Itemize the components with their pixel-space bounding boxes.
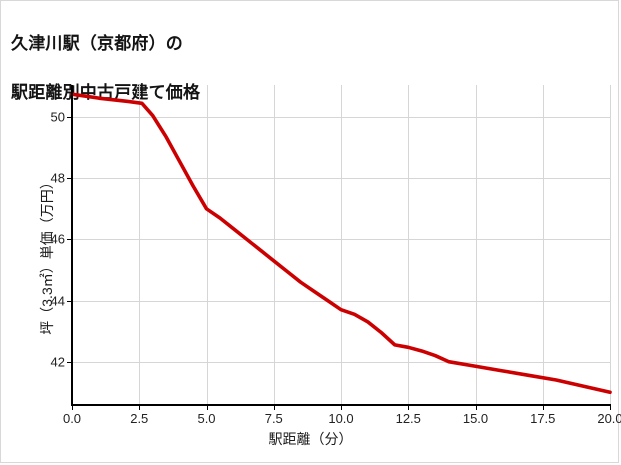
series-坪単価-line — [70, 92, 612, 395]
x-axis-tick-label: 2.5 — [130, 411, 149, 426]
y-axis-tick-label: 50 — [50, 109, 65, 125]
x-axis-tick-mark — [273, 406, 275, 410]
y-axis-tick-label: 42 — [50, 354, 65, 370]
gridline-vertical — [475, 85, 477, 405]
plot-area — [72, 85, 611, 405]
x-axis-tick-mark — [610, 406, 611, 410]
x-axis-tick-mark — [139, 406, 141, 410]
x-axis-tick-label: 0.0 — [62, 411, 82, 426]
y-axis-spine — [71, 85, 73, 406]
x-axis-tick-label: 20.0 — [597, 411, 621, 426]
x-axis-tick-mark — [542, 406, 544, 410]
x-axis-tick-label: 15.0 — [462, 411, 489, 426]
gridline-vertical — [341, 85, 342, 405]
x-axis-tick-label: 7.5 — [264, 411, 283, 426]
x-axis-tick-mark — [475, 406, 477, 410]
x-axis-tick-mark — [341, 406, 342, 410]
y-axis-tick-label: 44 — [50, 293, 65, 309]
gridline-vertical — [206, 85, 208, 405]
gridline-vertical — [610, 85, 611, 405]
x-axis-tick-label: 17.5 — [530, 411, 556, 426]
x-axis-tick-label: 12.5 — [395, 411, 421, 426]
x-axis-spine — [71, 404, 611, 406]
chart-title-line-1: 久津川駅（京都府）の — [11, 33, 183, 53]
x-axis-tick-mark — [408, 406, 410, 410]
gridline-vertical — [408, 85, 410, 405]
y-axis-tick-label: 48 — [50, 170, 65, 186]
chart-title: 久津川駅（京都府）の 駅距離別中古戸建て価格 — [11, 7, 511, 130]
x-axis-tick-mark — [206, 406, 208, 410]
chart-title-line-2: 駅距離別中古戸建て価格 — [11, 82, 201, 102]
gridline-vertical — [139, 85, 141, 405]
x-axis-tick-label: 10.0 — [328, 411, 354, 426]
y-axis-tick-mark — [67, 361, 72, 363]
series-line-chart — [70, 92, 612, 395]
y-axis-tick-label: 46 — [50, 231, 65, 247]
y-axis-tick-mark — [67, 117, 72, 119]
y-axis-tick-mark — [67, 178, 72, 180]
gridline-vertical — [273, 85, 275, 405]
x-axis-label: 駅距離（分） — [268, 431, 353, 447]
x-axis-tick-label: 5.0 — [197, 411, 216, 426]
gridline-vertical — [542, 85, 544, 405]
y-axis-tick-mark — [67, 239, 72, 241]
x-axis-tick-mark — [72, 406, 73, 410]
y-axis-tick-mark — [67, 300, 72, 302]
